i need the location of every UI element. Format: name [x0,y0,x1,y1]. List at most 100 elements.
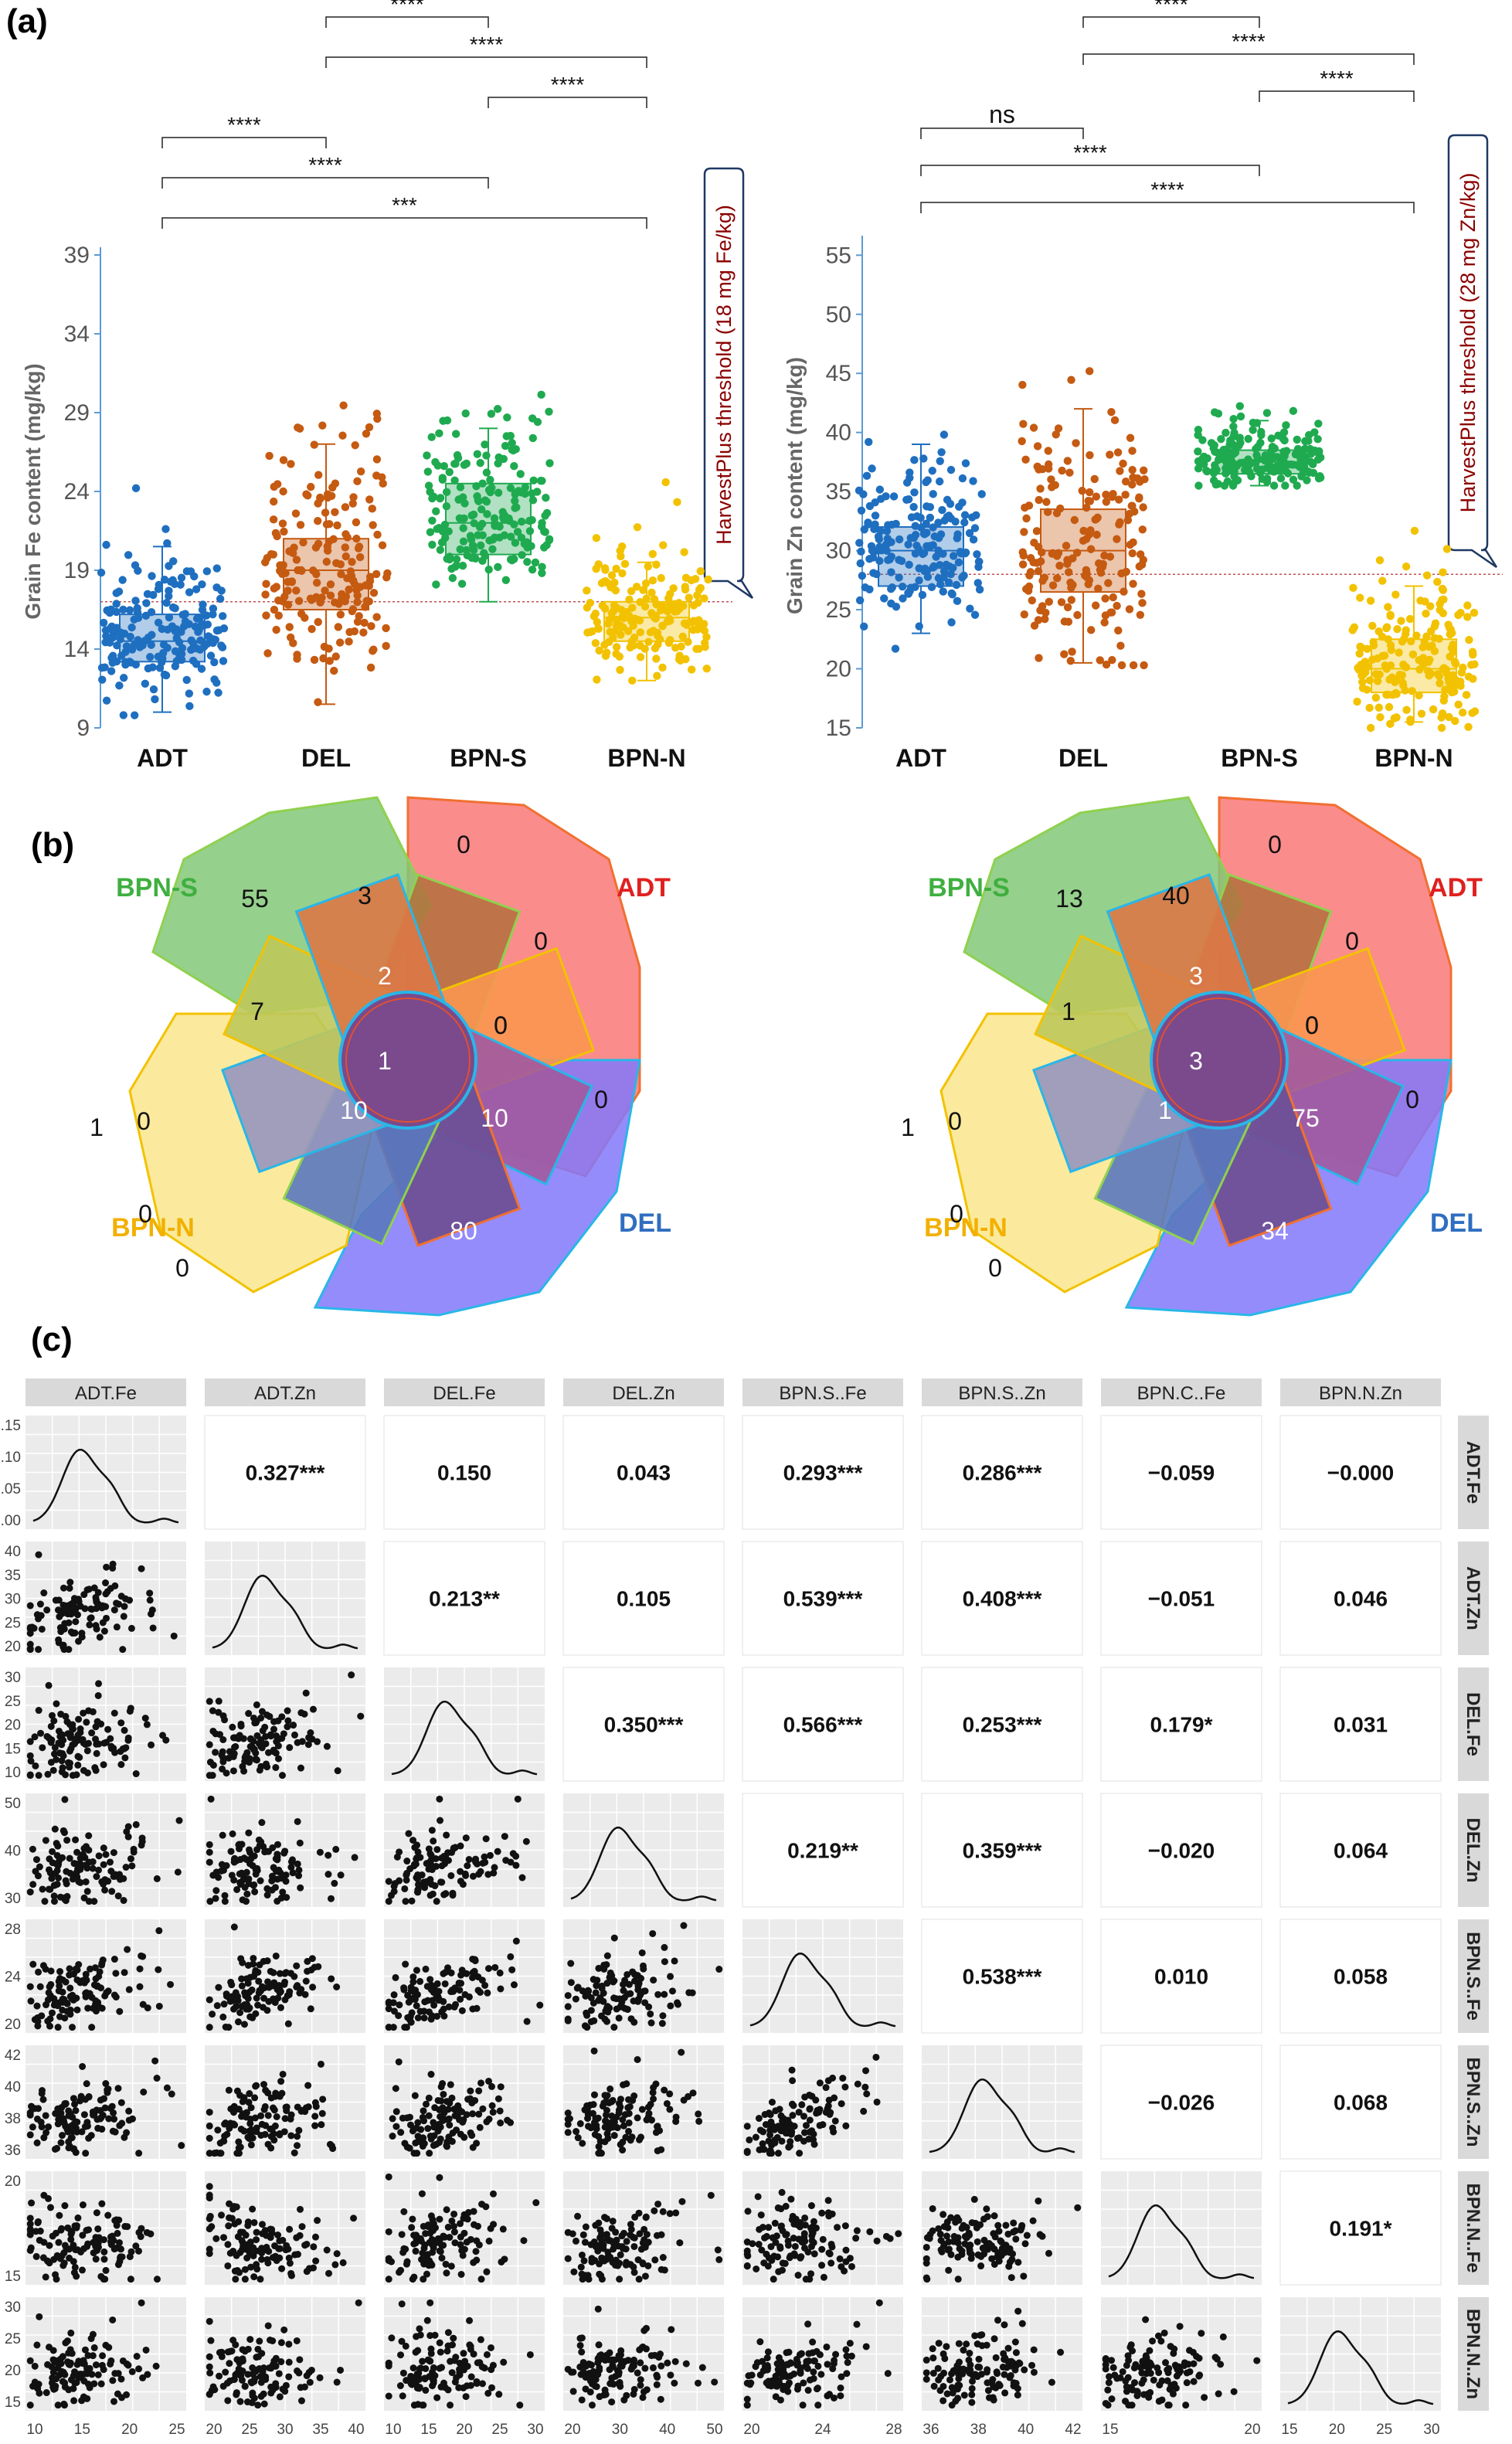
data-point [625,595,634,604]
scatter-point [285,2373,293,2381]
data-point [961,459,970,467]
data-point [664,638,674,648]
row-header-strip [1458,1416,1489,1529]
data-point [600,641,609,649]
data-point [1065,568,1073,576]
scatter-point [588,2257,596,2265]
correlation-value: 0.058 [1334,1965,1388,1989]
scatter-point [255,1977,263,1985]
scatter-point [593,1981,600,1989]
venn-set-label: ADT [617,873,671,902]
data-point [895,535,904,544]
venn-core-ring [1157,998,1282,1123]
data-point [444,527,453,535]
scatter-point [488,2102,496,2109]
scatter-point [39,1744,46,1752]
scatter-point [72,1618,80,1626]
scatter-point [263,1711,271,1719]
density-curve [570,1827,717,1902]
density-curve [32,1449,179,1524]
scatter-point [257,2131,265,2139]
scatter-point [49,1859,56,1867]
scatter-point [136,1965,144,1973]
scatter-point [297,1709,305,1717]
row-header-label: DEL.Fe [1463,1692,1483,1756]
scatter-point [124,1823,132,1830]
correlation-cell [921,1667,1083,1782]
row-header-strip [1458,1542,1489,1655]
data-point [482,451,491,460]
data-point [1107,408,1116,416]
data-point [1214,480,1223,488]
data-point [1110,416,1120,425]
scatter-point [324,1851,332,1859]
data-point [1437,723,1446,733]
data-point [1022,585,1031,593]
scatter-point [625,2127,633,2135]
scatter-point [715,1966,723,1973]
correlation-cell [1100,1919,1262,2034]
data-point [112,624,121,632]
scatter-point [402,1960,409,1968]
scatter-point [277,2339,285,2347]
data-point [929,523,937,532]
scatter-point [658,2020,666,2028]
scatter-point [152,2362,160,2370]
scatter-point [304,2103,312,2111]
data-point [341,543,349,552]
scatter-point [229,1830,236,1837]
data-point [205,633,214,641]
data-point [297,610,306,618]
data-point [134,614,143,622]
scatter-point [603,2233,610,2241]
scatter-point [206,2194,213,2202]
venn-count: 0 [175,1254,189,1282]
data-point [1235,433,1244,442]
scatter-point [410,2150,418,2157]
data-point [146,653,155,661]
scatter-point [973,2238,981,2245]
scatter-point [274,1841,281,1848]
scatter-point [414,1871,422,1878]
data-point [915,545,923,554]
scatter-point [397,2351,405,2359]
data-point [1314,420,1323,428]
data-point [1236,412,1245,421]
correlation-value: 0.219** [787,1839,858,1863]
data-point [265,451,274,461]
scatter-point [174,1868,182,1876]
data-point [324,519,334,529]
data-point [659,541,668,549]
scatter-point [419,2113,426,2121]
data-point [212,564,221,573]
data-point [147,641,155,649]
data-point [1029,423,1038,432]
data-point [1395,648,1403,657]
data-point [1274,431,1283,440]
scatter-point [430,2132,438,2140]
scatter-point [620,2229,627,2237]
data-point [620,614,628,623]
scatter-point [108,1888,116,1895]
scatter-point [516,2402,524,2409]
data-point [545,535,554,545]
scatter-point [209,1761,217,1769]
data-point [217,641,226,650]
data-point [1440,692,1449,701]
data-point [700,594,708,603]
data-point [632,583,641,591]
scatter-point [308,1955,316,1963]
scatter-point [212,1887,220,1895]
data-point [341,597,349,606]
data-point [1422,609,1430,618]
data-point [1019,420,1028,428]
data-point [1309,460,1317,469]
data-point [644,562,653,571]
scatter-point [284,1707,291,1715]
data-point [1072,549,1082,557]
data-point [177,573,186,582]
scatter-point [49,2368,57,2376]
data-point [459,493,467,501]
scatter-point [218,1867,226,1875]
scatter-point [110,2398,118,2405]
